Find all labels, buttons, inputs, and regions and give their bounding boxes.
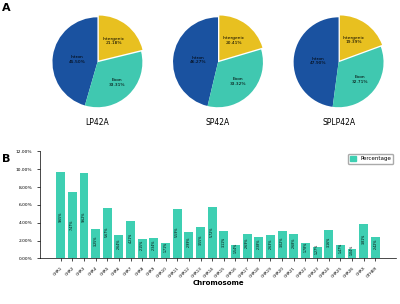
Text: Intergenic
21.18%: Intergenic 21.18% [103, 37, 125, 45]
Text: 2.63%: 2.63% [268, 238, 272, 249]
Title: SP42A: SP42A [206, 118, 230, 127]
Bar [161, 243, 170, 258]
Bar [301, 243, 310, 258]
Text: 9.65%: 9.65% [58, 212, 62, 222]
Bar [138, 239, 146, 258]
Text: 3.81%: 3.81% [362, 234, 366, 244]
Text: 7.47%: 7.47% [70, 220, 74, 230]
Text: Intron
47.90%: Intron 47.90% [310, 57, 327, 65]
Legend: Percentage: Percentage [348, 154, 393, 164]
Wedge shape [99, 16, 142, 60]
Bar [126, 221, 135, 258]
Text: Intron
46.27%: Intron 46.27% [190, 56, 206, 64]
Wedge shape [333, 47, 384, 107]
Bar [254, 237, 263, 258]
Bar [231, 245, 240, 258]
Wedge shape [208, 50, 263, 107]
Text: 2.34%: 2.34% [152, 239, 156, 250]
Bar [80, 173, 88, 258]
Text: 3.11%: 3.11% [222, 237, 226, 247]
Text: 1.27%: 1.27% [315, 244, 319, 254]
Bar [290, 234, 298, 258]
Bar [173, 209, 182, 258]
Text: Intron
45.50%: Intron 45.50% [69, 55, 86, 64]
Text: A: A [2, 3, 11, 13]
Text: 5.72%: 5.72% [210, 226, 214, 237]
Bar [196, 227, 205, 258]
Text: 2.64%: 2.64% [117, 238, 121, 248]
Bar [336, 245, 345, 258]
Wedge shape [52, 17, 98, 105]
Text: 1.47%: 1.47% [338, 243, 342, 253]
Bar [313, 247, 322, 258]
Text: 1.78%: 1.78% [304, 241, 308, 252]
Text: 2.99%: 2.99% [187, 237, 191, 247]
Wedge shape [85, 52, 142, 107]
Title: SPLP42A: SPLP42A [322, 118, 355, 127]
Text: 9.62%: 9.62% [82, 212, 86, 222]
Bar [371, 237, 380, 258]
Text: Intergenic
19.39%: Intergenic 19.39% [343, 36, 365, 44]
Title: LP42A: LP42A [86, 118, 109, 127]
Wedge shape [340, 16, 382, 60]
Text: Exon
33.31%: Exon 33.31% [108, 78, 125, 87]
Bar [103, 208, 112, 258]
Bar [114, 235, 123, 258]
Text: 2.68%: 2.68% [292, 238, 296, 248]
Bar [324, 230, 333, 258]
Bar [56, 172, 65, 258]
Text: 5.59%: 5.59% [175, 227, 179, 237]
Text: 2.42%: 2.42% [374, 239, 378, 249]
Bar [150, 237, 158, 258]
Bar [278, 231, 286, 258]
Text: 1.54%: 1.54% [234, 242, 238, 253]
Bar [266, 235, 275, 258]
Text: 3.02%: 3.02% [280, 237, 284, 247]
Text: 1.71%: 1.71% [164, 242, 168, 252]
Bar [348, 249, 356, 258]
Text: 5.67%: 5.67% [105, 227, 109, 237]
Text: Intergenic
20.41%: Intergenic 20.41% [223, 36, 245, 45]
X-axis label: Chromosome: Chromosome [192, 280, 244, 286]
Text: 2.69%: 2.69% [245, 238, 249, 248]
Wedge shape [173, 17, 218, 106]
Text: 4.21%: 4.21% [128, 232, 132, 243]
Text: B: B [2, 154, 10, 164]
Bar [243, 234, 252, 258]
Text: 3.25%: 3.25% [94, 236, 98, 246]
Text: Exon
32.71%: Exon 32.71% [352, 75, 368, 84]
Bar [220, 231, 228, 258]
Text: Exon
33.32%: Exon 33.32% [230, 77, 246, 86]
Bar [68, 192, 76, 258]
Bar [91, 230, 100, 258]
Bar [360, 224, 368, 258]
Text: 2.38%: 2.38% [257, 239, 261, 250]
Text: 3.16%: 3.16% [327, 236, 331, 247]
Wedge shape [219, 16, 262, 60]
Text: 1.04%: 1.04% [350, 244, 354, 254]
Bar [184, 232, 193, 258]
Wedge shape [294, 17, 338, 107]
Text: 3.55%: 3.55% [198, 235, 202, 245]
Bar [208, 207, 216, 258]
Text: 2.15%: 2.15% [140, 240, 144, 250]
